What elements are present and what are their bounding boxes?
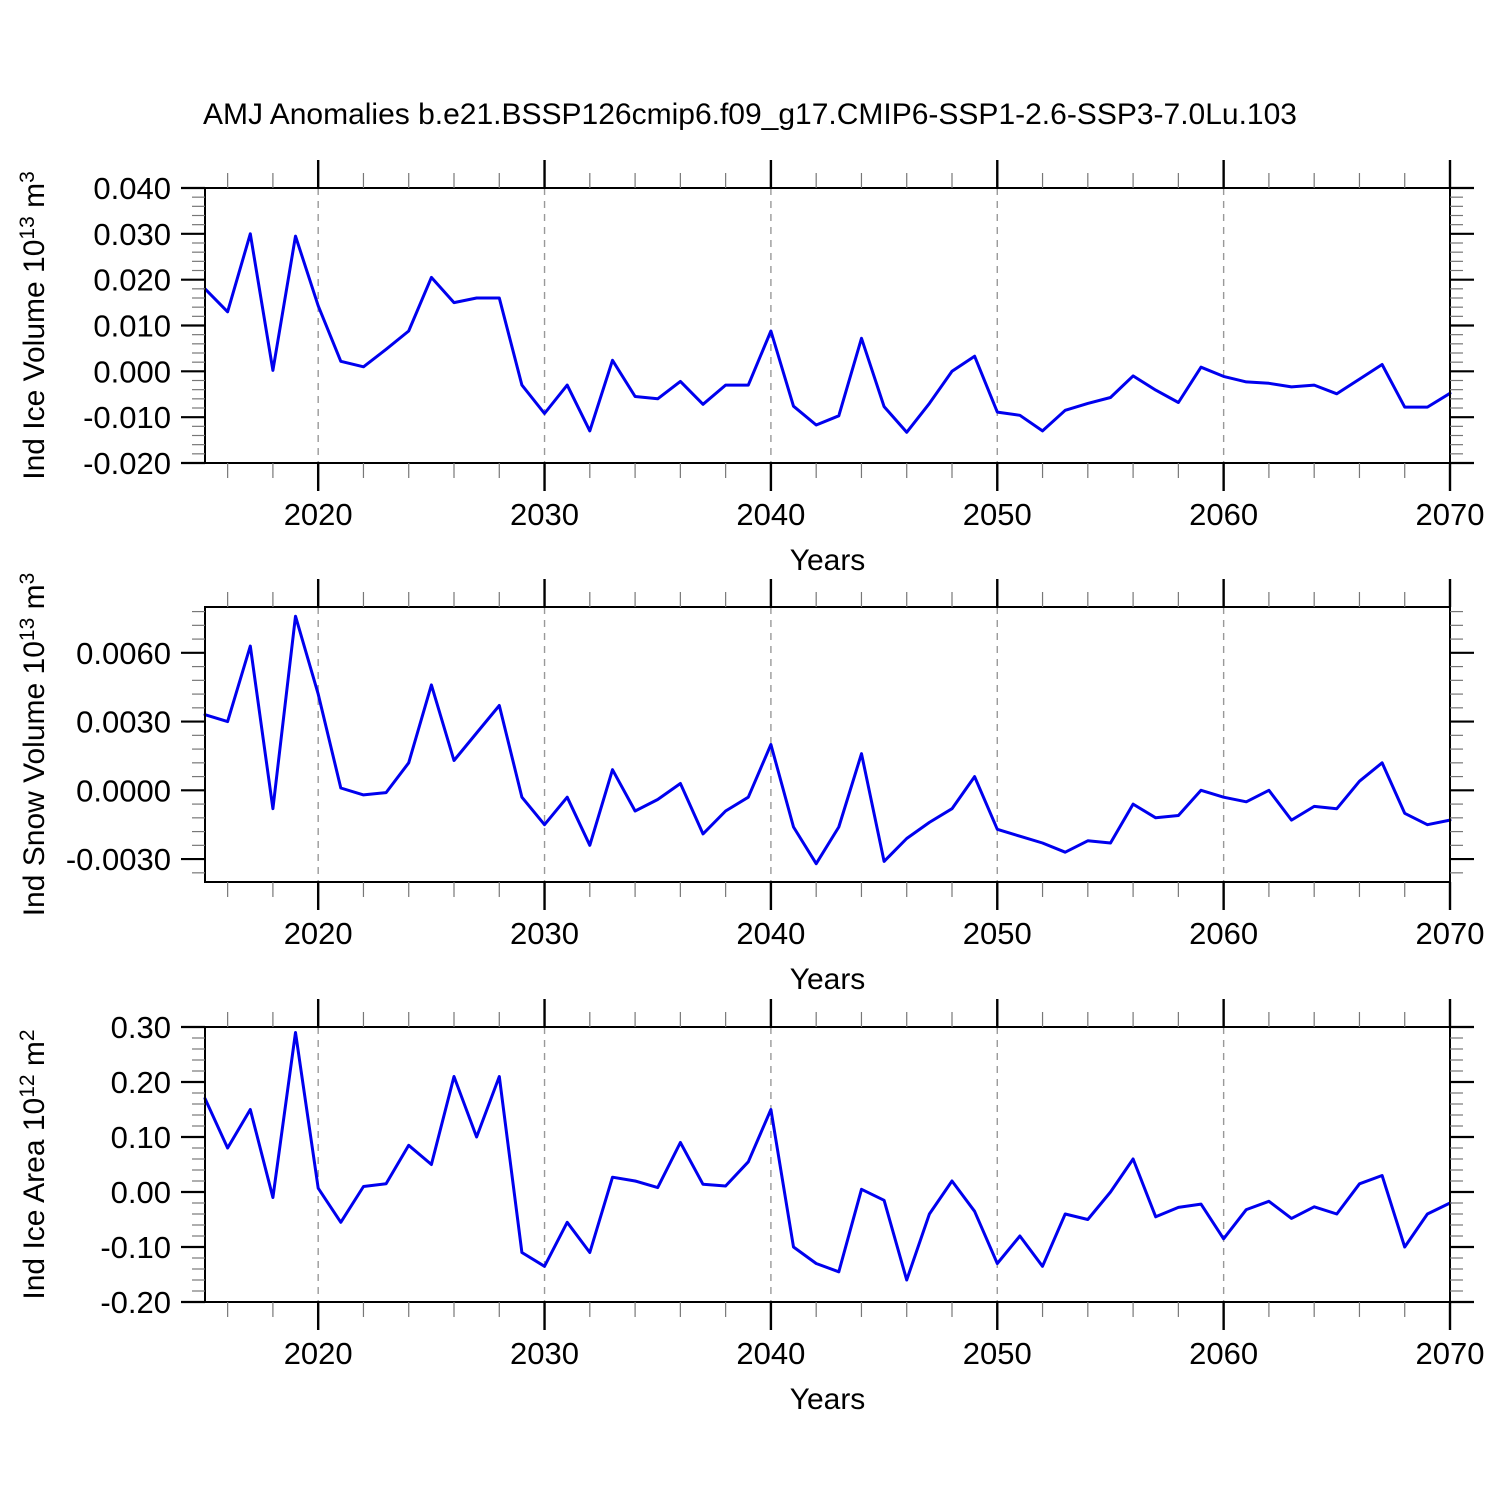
y-tick-label: 0.0000 [76,773,171,808]
plot-frame [204,1026,1451,1303]
y-tick-label: 0.020 [93,263,171,298]
x-tick-label: 2020 [284,497,353,532]
x-tick-label: 2060 [1189,1336,1258,1371]
x-tick-label: 2070 [1416,916,1485,951]
series-line-ice-volume [203,232,1452,434]
y-tick-label: -0.20 [100,1285,171,1320]
figure-title: AMJ Anomalies b.e21.BSSP126cmip6.f09_g17… [203,98,1297,131]
y-tick-label: -0.10 [100,1230,171,1265]
y-tick-label: -0.010 [83,400,171,435]
x-tick-label: 2020 [284,916,353,951]
subplot-ice-volume: 0.040 0.030 0.020 0.010 0.000 -0.010 -0.020 202… [16,160,1484,577]
y-tick-label: 0.000 [93,354,171,389]
y-tick-label: 0.040 [93,171,171,206]
x-tick-label: 2060 [1189,497,1258,532]
x-tick-label: 2030 [510,1336,579,1371]
x-tick-label: 2030 [510,916,579,951]
x-tick-label: 2070 [1416,497,1485,532]
x-tick-label: 2050 [963,916,1032,951]
x-tick-label: 2040 [736,497,805,532]
series-line-snow-volume [203,614,1452,866]
y-tick-label: 0.030 [93,217,171,252]
y-tick-label: 0.30 [111,1010,171,1045]
x-axis-title: Years [790,544,866,577]
y-tick-label: 0.0060 [76,636,171,671]
subplot-snow-volume: 0.0060 0.0030 0.0000 -0.0030 2020 2030 2040 205… [16,573,1484,996]
y-axis-title: Ind Snow Volume 1013 m3 [16,573,51,917]
x-axis-title: Years [790,963,866,996]
y-tick-label: 0.00 [111,1175,171,1210]
x-tick-label: 2030 [510,497,579,532]
y-tick-label: 0.0030 [76,705,171,740]
x-tick-label: 2060 [1189,916,1258,951]
x-tick-label: 2040 [736,1336,805,1371]
series-line-ice-area [203,1031,1452,1282]
y-tick-label: -0.020 [83,446,171,481]
y-tick-label: 0.10 [111,1120,171,1155]
x-axis-title: Years [790,1383,866,1416]
y-tick-label: -0.0030 [66,842,171,877]
y-tick-label: 0.010 [93,309,171,344]
subplot-ice-area: 0.30 0.20 0.10 0.00 -0.10 -0.20 2020 2030 2040 20… [16,999,1484,1416]
x-tick-label: 2050 [963,497,1032,532]
x-tick-label: 2020 [284,1336,353,1371]
y-axis-title: Ind Ice Area 1012 m2 [16,1029,51,1299]
y-tick-label: 0.20 [111,1065,171,1100]
x-tick-label: 2040 [736,916,805,951]
x-tick-label: 2070 [1416,1336,1485,1371]
plot-frame [204,606,1451,883]
x-tick-label: 2050 [963,1336,1032,1371]
y-axis-title: Ind Ice Volume 1013 m3 [16,171,51,480]
